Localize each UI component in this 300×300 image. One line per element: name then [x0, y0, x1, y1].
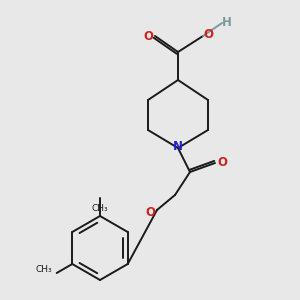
Text: O: O [143, 29, 153, 43]
Text: O: O [145, 206, 155, 220]
Text: O: O [217, 155, 227, 169]
Text: O: O [203, 28, 213, 41]
Text: H: H [222, 16, 232, 28]
Text: CH₃: CH₃ [35, 265, 52, 274]
Text: N: N [173, 140, 183, 154]
Text: CH₃: CH₃ [92, 204, 108, 213]
